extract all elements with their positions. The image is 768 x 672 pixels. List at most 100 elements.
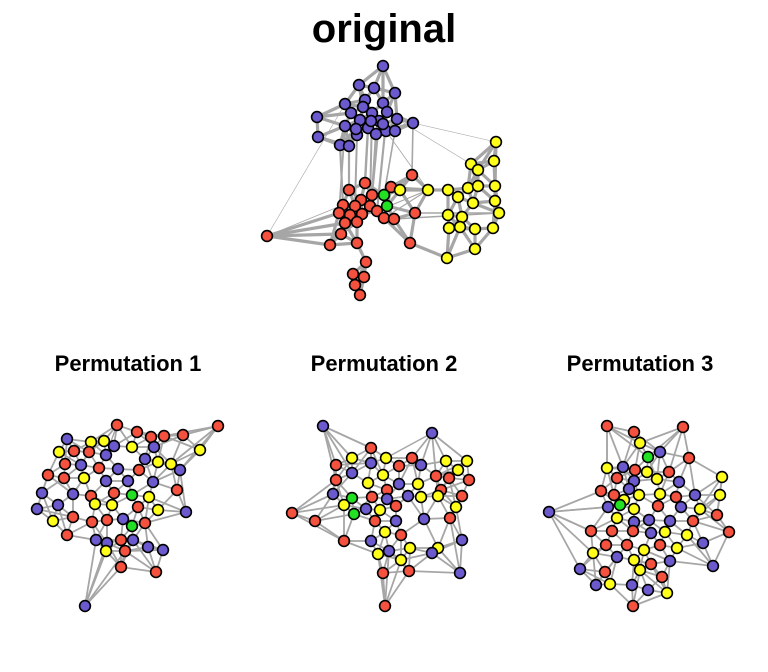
node-purple: [573, 562, 587, 576]
node-red: [67, 444, 81, 458]
node-yellow: [610, 511, 624, 525]
network-edge: [132, 539, 157, 573]
node-red: [598, 565, 612, 579]
node-red: [308, 514, 322, 528]
edges: [548, 425, 730, 607]
node-red: [662, 465, 676, 479]
network-edge: [676, 547, 714, 567]
node-red: [389, 499, 403, 513]
network-edge: [266, 222, 346, 237]
node-green: [125, 519, 139, 533]
network-edge: [688, 457, 696, 496]
title-original: original: [312, 7, 456, 51]
node-purple: [311, 130, 325, 144]
node-red: [329, 473, 343, 487]
node-red: [323, 238, 337, 252]
node-yellow: [715, 470, 729, 484]
node-green: [613, 498, 627, 512]
network-edge: [692, 520, 730, 533]
node-purple: [653, 445, 667, 459]
node-green: [125, 488, 139, 502]
node-yellow: [361, 476, 375, 490]
node-purple: [380, 105, 394, 119]
node-red: [357, 270, 371, 284]
network-edge: [606, 425, 624, 468]
node-red: [610, 471, 624, 485]
node-purple: [644, 526, 658, 540]
node-green: [380, 199, 394, 213]
network-edge: [363, 126, 370, 185]
node-purple: [364, 534, 378, 548]
network-permutation-1: [30, 418, 225, 613]
node-purple: [706, 559, 720, 573]
title-permutation-2: Permutation 2: [311, 351, 458, 376]
node-yellow: [633, 436, 647, 450]
node-yellow: [633, 563, 647, 577]
node-red: [170, 483, 184, 497]
node-purple: [60, 432, 74, 446]
node-red: [600, 419, 614, 433]
network-permutation-2: [285, 419, 476, 613]
node-purple: [672, 475, 686, 489]
network-edge: [692, 494, 721, 522]
network-edge: [383, 189, 429, 219]
network-edge: [408, 570, 461, 574]
node-red: [138, 516, 152, 530]
node-purple: [376, 117, 390, 131]
node-red: [118, 544, 132, 558]
node-purple: [380, 492, 394, 506]
network-edge: [314, 513, 355, 522]
node-red: [332, 206, 346, 220]
network-edge: [291, 479, 337, 514]
node-purple: [625, 578, 639, 592]
node-red: [114, 533, 128, 547]
node-yellow: [468, 242, 482, 256]
node-yellow: [403, 541, 417, 555]
node-purple: [414, 458, 428, 472]
title-permutation-3: Permutation 3: [567, 351, 714, 376]
network-edge: [266, 103, 346, 237]
node-purple: [453, 566, 467, 580]
network-edge: [449, 517, 461, 574]
node-purple: [344, 106, 358, 120]
node-purple: [406, 116, 420, 130]
node-red: [211, 419, 225, 433]
node-yellow: [713, 488, 727, 502]
node-purple: [369, 127, 383, 141]
node-yellow: [421, 183, 435, 197]
node-purple: [641, 583, 655, 597]
network-edge: [84, 550, 107, 607]
node-purple: [138, 452, 152, 466]
network-edge: [291, 493, 334, 514]
node-red: [594, 484, 608, 498]
node-purple: [674, 500, 688, 514]
node-red: [443, 511, 457, 525]
node-purple: [392, 477, 406, 491]
node-yellow: [439, 454, 453, 468]
network-edge: [688, 457, 723, 478]
node-red: [60, 528, 74, 542]
node-red: [57, 471, 71, 485]
nodes: [260, 59, 506, 302]
node-red: [627, 425, 641, 439]
node-purple: [376, 59, 390, 73]
network-edge: [431, 432, 468, 462]
node-yellow: [468, 222, 482, 236]
node-purple: [338, 97, 352, 111]
node-yellow: [441, 208, 455, 222]
node-yellow: [371, 547, 385, 561]
node-red: [157, 429, 171, 443]
node-purple: [156, 543, 170, 557]
network-edge: [384, 570, 410, 607]
node-yellow: [600, 461, 614, 475]
node-yellow: [449, 500, 463, 514]
node-green: [377, 188, 391, 202]
nodes: [542, 419, 736, 613]
node-yellow: [442, 221, 456, 235]
node-yellow: [451, 190, 465, 204]
node-yellow: [586, 546, 600, 560]
node-red: [644, 557, 658, 571]
node-purple: [663, 514, 677, 528]
node-red: [669, 490, 683, 504]
node-yellow: [693, 502, 707, 516]
